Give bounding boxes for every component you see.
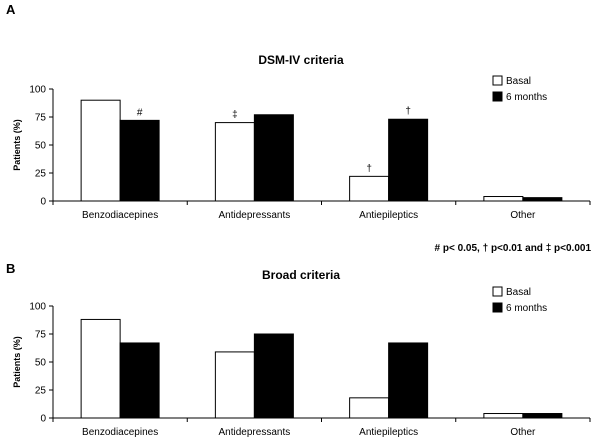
x-tick-label: Benzodiacepines bbox=[82, 210, 158, 221]
y-tick-label: 50 bbox=[35, 141, 47, 152]
chart-title: Broad criteria bbox=[262, 268, 340, 282]
y-tick-label: 100 bbox=[29, 302, 46, 313]
significance-footnote: # p< 0.05, † p<0.01 and ‡ p<0.001 bbox=[435, 243, 592, 254]
y-tick-label: 0 bbox=[40, 414, 46, 425]
legend-swatch bbox=[492, 302, 503, 313]
y-tick-label: 25 bbox=[35, 169, 47, 180]
bar-basal bbox=[483, 413, 524, 419]
chart-b: Broad criteria Patients (%) 0 25 50 75 100 Benz… bbox=[12, 268, 591, 438]
y-axis-label: Patients (%) bbox=[12, 336, 22, 388]
panel-a-label: A bbox=[6, 2, 16, 17]
bar-6-months bbox=[522, 197, 563, 202]
significance-marker: † bbox=[405, 106, 411, 117]
legend-label: Basal bbox=[506, 287, 531, 298]
chart-title: DSM-IV criteria bbox=[258, 53, 344, 67]
bar-6-months bbox=[253, 333, 294, 419]
x-tick-label: Other bbox=[510, 210, 536, 221]
bar-6-months bbox=[388, 342, 429, 419]
bar-6-months bbox=[522, 413, 563, 419]
bar-basal bbox=[214, 351, 255, 419]
bar-basal bbox=[349, 175, 390, 202]
bar-6-months bbox=[388, 118, 429, 202]
legend-label: 6 months bbox=[506, 303, 547, 314]
x-tick-label: Antiepileptics bbox=[359, 427, 418, 438]
bar-6-months bbox=[119, 119, 160, 202]
y-tick-label: 75 bbox=[35, 330, 47, 341]
x-tick-label: Benzodiacepines bbox=[82, 427, 158, 438]
legend-label: Basal bbox=[506, 76, 531, 87]
bar-6-months bbox=[253, 114, 294, 202]
legend-swatch bbox=[492, 75, 503, 86]
bar-basal bbox=[214, 122, 255, 202]
legend-swatch bbox=[492, 91, 503, 102]
bar-basal bbox=[349, 397, 390, 419]
y-tick-label: 75 bbox=[35, 113, 47, 124]
y-tick-label: 100 bbox=[29, 85, 46, 96]
significance-marker: † bbox=[366, 163, 372, 174]
x-tick-label: Antidepressants bbox=[219, 210, 291, 221]
legend-label: 6 months bbox=[506, 92, 547, 103]
chart-a: DSM-IV criteria Patients (%) 0 25 50 75 100 Ben… bbox=[12, 53, 591, 221]
y-tick-label: 0 bbox=[40, 197, 46, 208]
bar-basal bbox=[80, 318, 121, 419]
bar-basal bbox=[80, 99, 121, 202]
legend-swatch bbox=[492, 286, 503, 297]
y-tick-label: 50 bbox=[35, 358, 47, 369]
panel-b-label: B bbox=[6, 261, 15, 276]
x-tick-label: Other bbox=[510, 427, 536, 438]
significance-marker: # bbox=[137, 107, 143, 118]
bar-basal bbox=[483, 196, 524, 202]
bar-6-months bbox=[119, 342, 160, 419]
y-tick-label: 25 bbox=[35, 386, 47, 397]
y-axis-label: Patients (%) bbox=[12, 119, 22, 171]
x-tick-label: Antiepileptics bbox=[359, 210, 418, 221]
x-tick-label: Antidepressants bbox=[219, 427, 291, 438]
significance-marker: ‡ bbox=[232, 110, 238, 121]
